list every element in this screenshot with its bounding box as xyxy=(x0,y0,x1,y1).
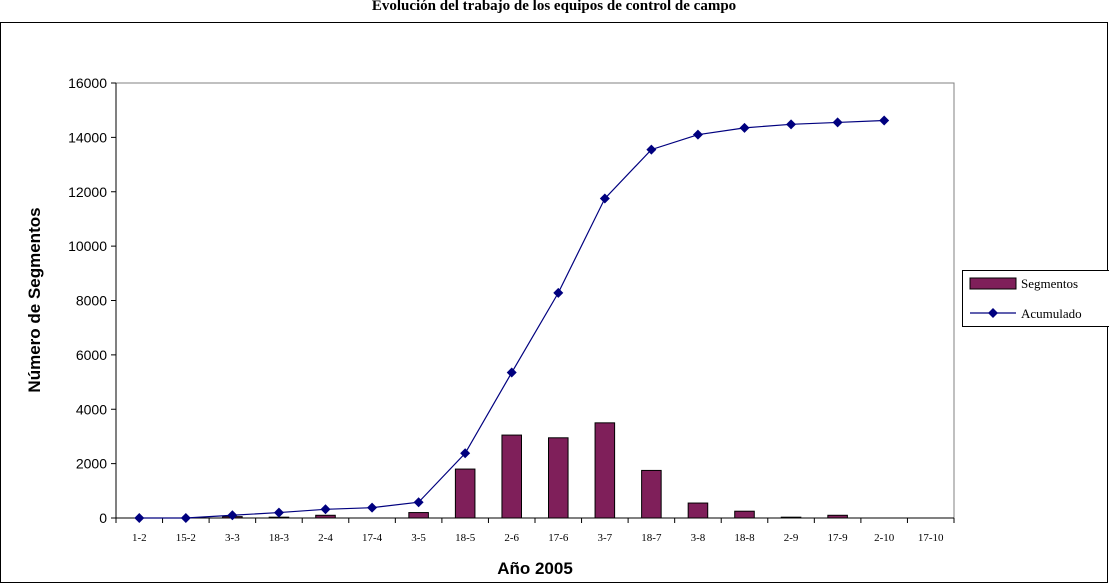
bar-segmentos xyxy=(780,516,802,519)
point-acumulado xyxy=(134,513,145,523)
point-acumulado xyxy=(599,193,610,204)
point-acumulado xyxy=(786,119,797,130)
point-acumulado xyxy=(227,510,238,521)
point-acumulado xyxy=(553,287,564,298)
line-series-acumulado xyxy=(134,115,890,523)
x-tick-label: 18-3 xyxy=(269,532,290,544)
x-tick-label: 18-7 xyxy=(641,532,662,544)
x-tick-label: 17-4 xyxy=(362,532,383,544)
bar-segmentos xyxy=(454,468,476,519)
x-tick-label: 1-2 xyxy=(132,532,147,544)
x-tick-label: 3-3 xyxy=(225,532,240,544)
x-tick-label: 2-9 xyxy=(784,532,799,544)
x-tick-label: 17-6 xyxy=(548,532,569,544)
point-acumulado xyxy=(692,129,703,140)
point-acumulado xyxy=(273,507,284,518)
point-acumulado xyxy=(879,115,890,126)
bar-segmentos xyxy=(501,434,522,519)
y-tick-label: 16000 xyxy=(68,75,107,91)
x-tick-label: 18-8 xyxy=(734,532,755,544)
x-tick-label: 17-9 xyxy=(828,532,849,544)
y-axis-title: Número de Segmentos xyxy=(25,207,44,392)
x-tick-label: 3-8 xyxy=(691,532,706,544)
x-tick-label: 2-6 xyxy=(504,532,519,544)
bar-segmentos xyxy=(687,502,709,519)
bar-segmentos xyxy=(734,510,755,519)
x-tick-label: 18-5 xyxy=(455,532,476,544)
x-axis: 1-2 15-2 3-3 18-3 2-4 17-4 3-5 18-5 2-6 17-6 3-7 18… xyxy=(115,517,955,544)
y-tick-label: 2000 xyxy=(76,456,107,472)
bar-series-segmentos xyxy=(222,422,848,519)
x-axis-title: Año 2005 xyxy=(497,559,573,578)
bar-segmentos xyxy=(827,514,848,519)
bar-segmentos xyxy=(315,514,336,519)
bar-segmentos xyxy=(548,437,569,519)
x-tick-label: 17-10 xyxy=(918,532,944,544)
point-acumulado xyxy=(180,513,191,523)
plot-area xyxy=(115,82,955,519)
point-acumulado xyxy=(832,117,843,128)
x-tick-label: 3-5 xyxy=(411,532,426,544)
legend-swatch-segmentos xyxy=(969,277,1017,290)
bar-segmentos xyxy=(641,469,662,519)
x-tick-label: 3-7 xyxy=(597,532,612,544)
bar-segmentos xyxy=(408,512,429,519)
y-tick-label: 12000 xyxy=(68,184,107,200)
legend-label-acumulado: Acumulado xyxy=(1021,306,1082,321)
x-tick-label: 2-10 xyxy=(874,532,895,544)
x-tick-label: 2-4 xyxy=(318,532,333,544)
y-tick-label: 8000 xyxy=(76,293,107,309)
legend-label-segmentos: Segmentos xyxy=(1021,276,1078,291)
point-acumulado xyxy=(367,502,378,513)
point-acumulado xyxy=(506,367,517,378)
chart-title: Evolución del trabajo de los equipos de … xyxy=(372,0,736,14)
y-tick-label: 4000 xyxy=(76,401,107,417)
x-tick-label: 15-2 xyxy=(176,532,196,544)
y-tick-label: 6000 xyxy=(76,347,107,363)
legend: Segmentos Acumulado xyxy=(962,270,1109,327)
point-acumulado xyxy=(460,448,471,459)
point-acumulado xyxy=(739,122,750,133)
point-acumulado xyxy=(413,497,424,508)
bar-segmentos xyxy=(594,422,616,519)
y-tick-label: 10000 xyxy=(68,238,107,254)
legend-marker-acumulado xyxy=(988,308,998,318)
y-axis: 0 2000 4000 6000 8000 10000 12000 14000 16000 xyxy=(68,75,117,526)
y-tick-label: 14000 xyxy=(68,129,107,145)
y-tick-label: 0 xyxy=(99,510,107,526)
point-acumulado xyxy=(646,144,657,155)
point-acumulado xyxy=(320,504,331,515)
